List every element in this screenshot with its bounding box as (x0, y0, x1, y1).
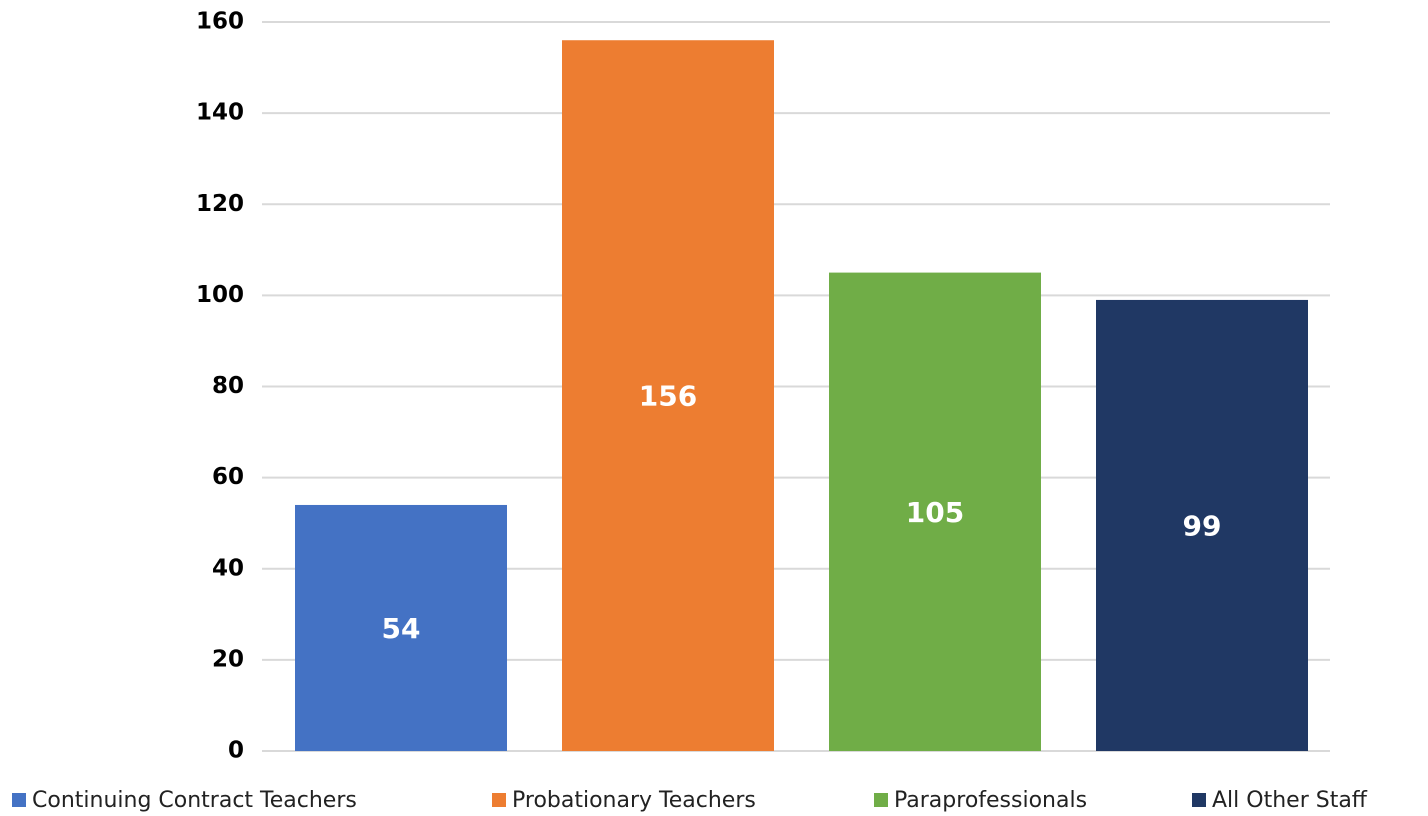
bar (295, 504, 507, 751)
y-tick-label: 160 (196, 9, 244, 35)
data-label: 99 (1183, 509, 1222, 542)
y-tick-label: 120 (196, 191, 244, 217)
legend-swatch (874, 793, 888, 807)
legend-swatch (1192, 793, 1206, 807)
legend-label: Paraprofessionals (894, 788, 1087, 813)
y-tick-label: 80 (212, 373, 244, 399)
bar (562, 40, 774, 752)
y-tick-label: 60 (212, 464, 244, 490)
data-label: 156 (639, 380, 697, 413)
y-tick-label: 40 (212, 555, 244, 581)
legend-label: Continuing Contract Teachers (32, 788, 357, 813)
legend-swatch (12, 793, 26, 807)
bar (1096, 299, 1308, 751)
legend-swatch (492, 793, 506, 807)
y-tick-label: 140 (196, 100, 244, 126)
legend-label: Probationary Teachers (512, 788, 756, 813)
y-tick-label: 100 (196, 282, 244, 308)
data-label: 105 (906, 496, 964, 529)
data-label: 54 (382, 612, 421, 645)
y-tick-label: 20 (212, 646, 244, 672)
bar (829, 272, 1041, 751)
legend-label: All Other Staff (1212, 788, 1368, 813)
y-tick-label: 0 (228, 738, 244, 764)
